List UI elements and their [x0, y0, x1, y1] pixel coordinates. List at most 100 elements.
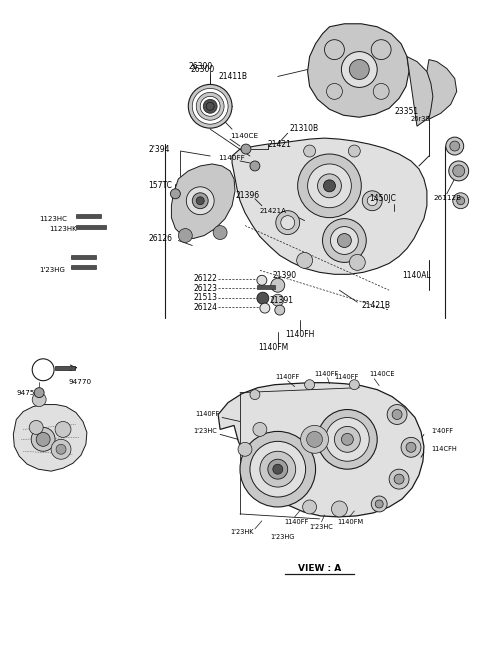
Polygon shape: [427, 60, 457, 119]
Text: 1'23HC: 1'23HC: [310, 524, 334, 530]
Circle shape: [192, 193, 208, 209]
Circle shape: [213, 225, 227, 240]
Circle shape: [362, 191, 382, 211]
Circle shape: [337, 233, 351, 248]
Polygon shape: [218, 382, 424, 517]
Circle shape: [268, 459, 288, 479]
Circle shape: [196, 196, 204, 205]
Circle shape: [300, 426, 328, 453]
Circle shape: [453, 193, 468, 209]
Text: 1123HC: 1123HC: [39, 215, 67, 221]
Text: 26300: 26300: [188, 62, 213, 71]
Text: 1140CE: 1140CE: [369, 371, 395, 376]
Text: 94770: 94770: [69, 378, 92, 385]
Text: 1140FF: 1140FF: [314, 371, 339, 376]
Circle shape: [457, 196, 465, 205]
Text: 1'23HG: 1'23HG: [39, 267, 65, 273]
Circle shape: [281, 215, 295, 229]
Circle shape: [203, 99, 217, 113]
Circle shape: [375, 500, 383, 508]
Circle shape: [186, 187, 214, 215]
Circle shape: [179, 229, 192, 242]
Circle shape: [188, 84, 232, 128]
Text: 1123HK: 1123HK: [49, 225, 77, 231]
Circle shape: [446, 137, 464, 155]
Circle shape: [348, 145, 360, 157]
Circle shape: [308, 164, 351, 208]
Text: 1'23HC: 1'23HC: [193, 428, 217, 434]
Text: 1140FH: 1140FH: [285, 330, 314, 340]
Circle shape: [318, 409, 377, 469]
Text: 26126: 26126: [148, 234, 172, 243]
Circle shape: [250, 442, 306, 497]
Polygon shape: [308, 24, 409, 117]
Polygon shape: [55, 366, 75, 370]
Circle shape: [305, 380, 314, 390]
Circle shape: [394, 474, 404, 484]
Text: 114CFH: 114CFH: [431, 446, 456, 452]
Circle shape: [192, 89, 228, 124]
Circle shape: [253, 422, 267, 436]
Circle shape: [276, 211, 300, 235]
Circle shape: [250, 161, 260, 171]
Text: 21391: 21391: [270, 296, 294, 305]
Circle shape: [323, 219, 366, 262]
Circle shape: [51, 440, 71, 459]
Text: 21411B: 21411B: [218, 72, 247, 81]
Circle shape: [450, 141, 460, 151]
Circle shape: [304, 145, 315, 157]
Circle shape: [241, 144, 251, 154]
Polygon shape: [13, 405, 87, 471]
Circle shape: [200, 97, 220, 116]
Circle shape: [349, 380, 360, 390]
Circle shape: [302, 500, 316, 514]
Circle shape: [449, 161, 468, 181]
Circle shape: [341, 52, 377, 87]
Circle shape: [389, 469, 409, 489]
Circle shape: [453, 165, 465, 177]
Text: 1140FM: 1140FM: [258, 344, 288, 352]
Circle shape: [318, 174, 341, 198]
Text: 21421: 21421: [268, 139, 292, 148]
Circle shape: [330, 227, 358, 254]
Circle shape: [387, 405, 407, 424]
Circle shape: [307, 432, 323, 447]
Text: 26124: 26124: [193, 303, 217, 311]
Text: 21513: 21513: [193, 292, 217, 302]
Circle shape: [32, 359, 54, 380]
Circle shape: [272, 294, 284, 306]
Text: 157TC: 157TC: [148, 181, 172, 191]
Text: 1140FM: 1140FM: [337, 519, 363, 525]
Circle shape: [335, 426, 360, 452]
Circle shape: [367, 196, 377, 206]
Text: 26123: 26123: [193, 284, 217, 293]
Text: 94750: 94750: [16, 390, 39, 396]
Polygon shape: [76, 225, 106, 229]
Polygon shape: [76, 214, 101, 217]
Circle shape: [196, 93, 224, 120]
Text: 26300: 26300: [190, 65, 215, 74]
Circle shape: [260, 451, 296, 487]
Text: 23351: 23351: [394, 107, 418, 116]
Text: 21310B: 21310B: [290, 124, 319, 133]
Circle shape: [392, 409, 402, 419]
Text: 1'23HG: 1'23HG: [270, 533, 294, 540]
Circle shape: [349, 254, 365, 270]
Circle shape: [349, 60, 369, 79]
Circle shape: [298, 154, 361, 217]
Circle shape: [271, 279, 285, 292]
Text: 1'23HK: 1'23HK: [230, 529, 253, 535]
Circle shape: [257, 275, 267, 285]
Circle shape: [55, 421, 71, 438]
Circle shape: [238, 442, 252, 456]
Circle shape: [297, 252, 312, 268]
Polygon shape: [232, 138, 427, 275]
Text: 1140FF: 1140FF: [285, 519, 309, 525]
Circle shape: [371, 39, 391, 60]
Circle shape: [324, 180, 336, 192]
Circle shape: [257, 292, 269, 304]
Circle shape: [273, 464, 283, 474]
Text: 21390: 21390: [273, 271, 297, 280]
Text: 1140FF: 1140FF: [335, 374, 359, 380]
Circle shape: [373, 83, 389, 99]
